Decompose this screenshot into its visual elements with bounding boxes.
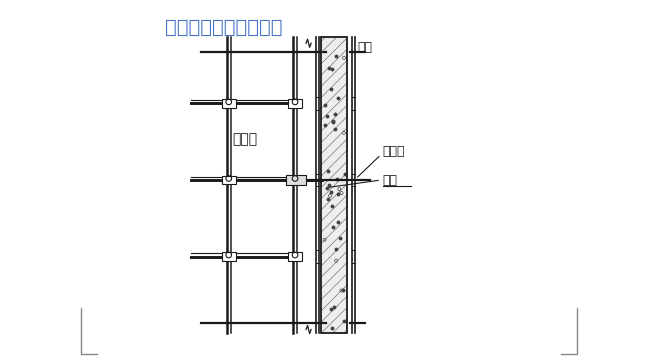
Text: 连墙件扣件连接示意图: 连墙件扣件连接示意图 (164, 18, 282, 37)
Bar (288, 99, 303, 108)
Text: 连墙杆: 连墙杆 (382, 145, 405, 158)
Text: 脚手架: 脚手架 (232, 132, 257, 146)
Bar (222, 176, 236, 184)
Text: 结构: 结构 (357, 41, 372, 54)
Bar (321, 37, 347, 333)
Bar (288, 252, 303, 261)
Bar (288, 176, 303, 184)
Bar (222, 99, 236, 108)
Bar (286, 175, 306, 185)
Bar (321, 37, 347, 333)
Text: 扣件: 扣件 (382, 174, 397, 186)
Bar (222, 252, 236, 261)
